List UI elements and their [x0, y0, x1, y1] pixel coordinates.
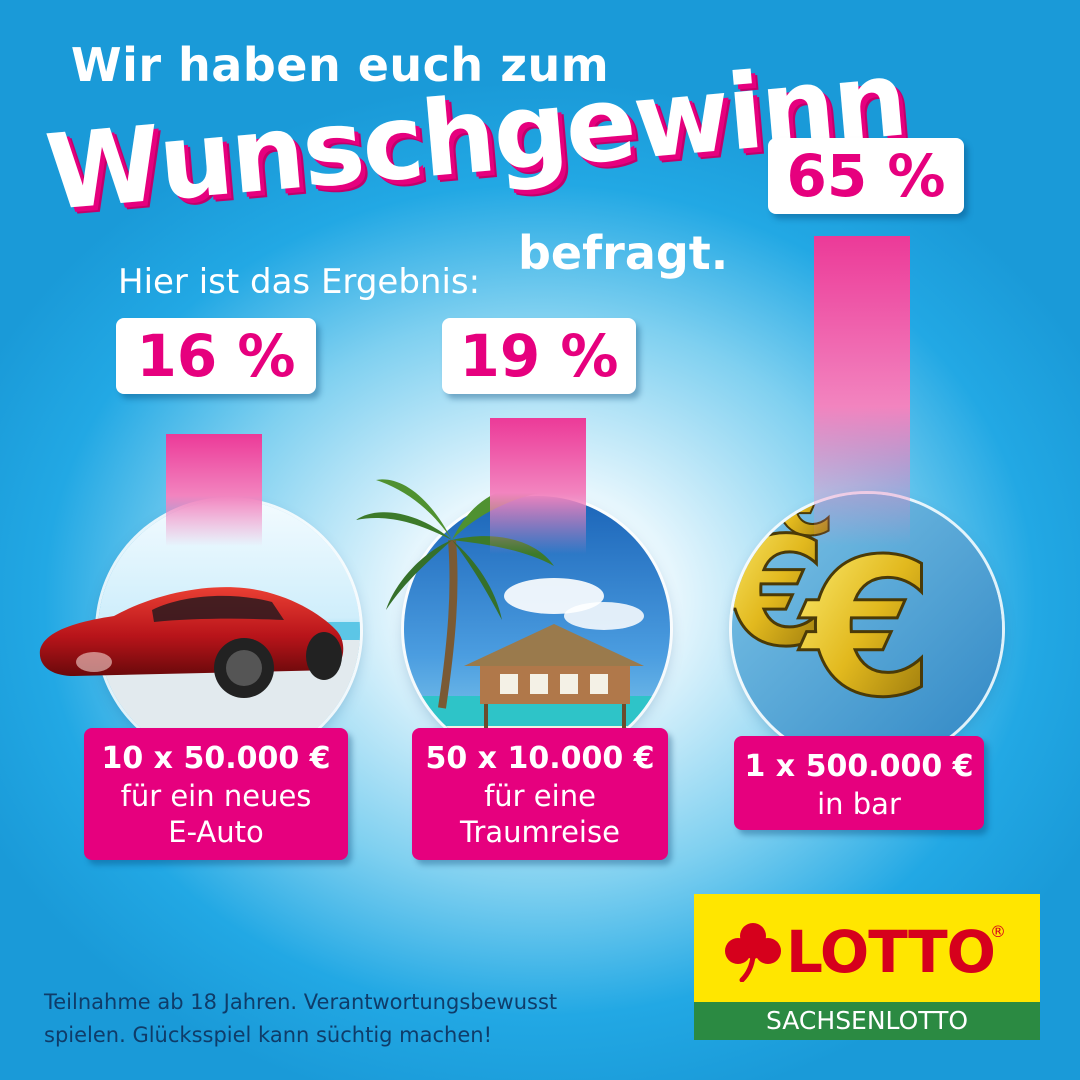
prize-label-e-auto: 10 x 50.000 € für ein neues E-Auto [84, 728, 348, 860]
clover-icon [725, 923, 781, 982]
result-intro: Hier ist das Ergebnis: [118, 262, 481, 302]
logo-green-band [694, 1002, 1040, 1040]
prize-amount: 1 x 500.000 € [744, 749, 974, 784]
prize-text: für ein neues [120, 779, 312, 813]
result-bar-e-auto [166, 434, 262, 546]
prize-text: Traumreise [460, 815, 620, 849]
registered-mark: ® [990, 922, 1006, 941]
prize-text: in bar [817, 787, 901, 821]
prize-amount: 50 x 10.000 € [425, 741, 655, 776]
percent-badge-bar: 65 % [768, 138, 964, 214]
headline-line1: Wir haben euch zum [70, 38, 610, 92]
prize-text: für eine [484, 779, 596, 813]
prize-amount: 10 x 50.000 € [101, 741, 331, 776]
prize-label-traumreise: 50 x 10.000 € für eine Traumreise [412, 728, 668, 860]
percent-badge-traumreise: 19 % [442, 318, 636, 394]
logo-wordmark: LOTTO [786, 918, 996, 986]
prize-text: E-Auto [168, 815, 264, 849]
percent-badge-e-auto: 16 % [116, 318, 316, 394]
disclaimer: Teilnahme ab 18 Jahren. Verantwortungsbe… [44, 990, 558, 1047]
logo-subtitle: SACHSENLOTTO [765, 1006, 969, 1035]
prize-label-bar: 1 x 500.000 € in bar [734, 736, 984, 830]
lotto-logo: LOTTO ® SACHSENLOTTO [694, 894, 1040, 1040]
headline-line3: befragt. [518, 226, 729, 280]
red-car-icon-overlay [39, 587, 344, 698]
result-bar-bar [814, 236, 910, 546]
result-bar-traumreise [490, 418, 586, 554]
svg-text:€: € [798, 518, 934, 739]
